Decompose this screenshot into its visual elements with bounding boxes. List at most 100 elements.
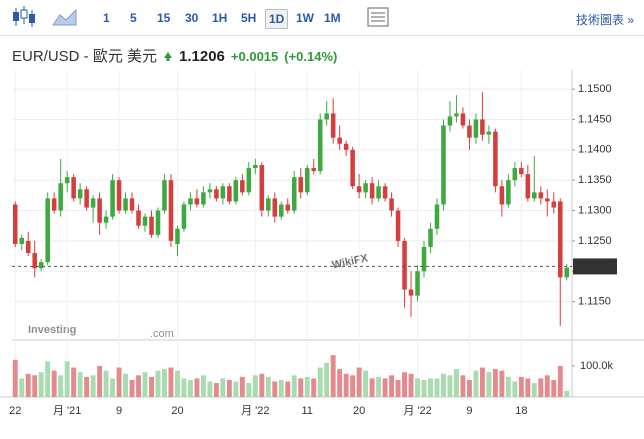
candle-body <box>142 216 148 226</box>
volume-bar <box>363 370 369 397</box>
volume-bar <box>97 366 103 397</box>
candle-body <box>58 183 63 211</box>
candle-body <box>551 201 557 208</box>
interval-button[interactable]: 15 <box>157 11 171 25</box>
volume-bar <box>233 381 239 397</box>
volume-bar <box>265 376 271 397</box>
candle-body <box>227 186 232 202</box>
candle-body <box>168 180 174 241</box>
volume-bar <box>207 381 213 397</box>
y-tick-label: 1.1400 <box>578 144 612 156</box>
volume-bar <box>518 376 524 397</box>
volume-bar <box>110 378 116 397</box>
volume-bar <box>343 373 349 397</box>
x-tick-label: 月 '22 <box>403 405 431 417</box>
volume-bar <box>239 376 245 397</box>
volume-bar <box>272 381 278 397</box>
candle-body <box>311 168 316 172</box>
volume-bar <box>174 370 180 397</box>
candle-body <box>220 186 226 199</box>
candle-body <box>32 253 37 269</box>
x-tick-label: 20 <box>353 405 365 417</box>
x-tick-label: 月 '21 <box>53 405 81 417</box>
volume-bar <box>356 367 362 397</box>
x-tick-label: 11 <box>302 405 313 417</box>
candle-body <box>103 216 109 223</box>
candle-body <box>285 204 291 211</box>
toolbar: 技術圖表 » 1 5 15 30 1H 5H 1D 1W 1M <box>0 0 644 36</box>
interval-button[interactable]: 30 <box>185 11 199 25</box>
volume-bar <box>200 375 206 397</box>
volume-bar <box>395 379 401 397</box>
interval-button[interactable]: 1W <box>296 11 314 25</box>
volume-bar <box>492 369 498 397</box>
volume-bar <box>103 370 109 397</box>
candle-body <box>434 204 440 229</box>
volume-bar <box>525 378 531 397</box>
volume-bar <box>19 378 25 397</box>
volume-tick-label: 100.0k <box>580 360 614 372</box>
candle-body <box>454 113 459 117</box>
volume-bar <box>194 378 200 397</box>
volume-bar <box>252 375 258 397</box>
candle-body <box>493 131 498 187</box>
y-tick-label: 1.1150 <box>578 296 611 308</box>
candle-body <box>363 183 368 193</box>
candle-body <box>298 177 304 193</box>
candle-body <box>12 204 18 244</box>
volume-bar <box>337 369 343 397</box>
interval-button[interactable]: 1 <box>103 11 110 25</box>
volume-bar <box>226 379 232 397</box>
volume-bar <box>142 372 148 397</box>
volume-bar <box>71 367 77 397</box>
volume-bar <box>441 373 446 397</box>
watermark-domain: .com <box>150 328 174 340</box>
candle-body <box>532 192 537 199</box>
candle-body <box>512 168 518 181</box>
volume-bar <box>155 370 161 397</box>
technical-chart-link[interactable]: 技術圖表 » <box>575 13 634 27</box>
candle-body <box>266 198 271 211</box>
volume-bar <box>25 373 31 397</box>
volume-bar <box>51 370 57 397</box>
candle-body <box>525 174 531 199</box>
volume-bar <box>304 376 310 397</box>
volume-bar <box>538 378 544 397</box>
volume-bar <box>551 379 557 397</box>
volume-bar <box>460 375 466 397</box>
candle-body <box>356 186 362 193</box>
header: EUR/USD - 歐元 美元 1.1206 +0.0015 (+0.14%) <box>12 45 337 66</box>
candle-icon[interactable] <box>10 0 50 35</box>
candle-body <box>369 183 375 199</box>
volume-bar <box>466 379 472 397</box>
candle-body <box>51 198 57 211</box>
candle-body <box>38 262 44 269</box>
interval-button[interactable]: 1D <box>265 9 289 29</box>
candle-body <box>395 210 401 241</box>
volume-bar <box>486 372 492 397</box>
volume-bar <box>389 375 395 397</box>
area-icon[interactable] <box>50 0 80 35</box>
candle-body <box>136 210 141 226</box>
interval-button[interactable]: 1M <box>324 11 341 25</box>
candle-body <box>402 240 407 290</box>
y-tick-label: 1.1450 <box>578 113 612 125</box>
volume-bar <box>291 375 297 397</box>
interval-button[interactable]: 5 <box>130 11 137 25</box>
volume-bar <box>149 376 154 397</box>
volume-bar <box>564 390 570 397</box>
volume-bar <box>298 378 304 397</box>
volume-bar <box>499 370 505 397</box>
volume-bar <box>415 378 420 397</box>
candle-body <box>233 180 239 202</box>
interval-button[interactable]: 1H <box>212 11 228 25</box>
volume-bar <box>136 375 141 397</box>
indicator-icon[interactable] <box>365 0 395 35</box>
y-tick-label: 1.1300 <box>578 204 612 216</box>
interval-button[interactable]: 5H <box>241 11 257 25</box>
candle-body <box>291 177 297 211</box>
last-price-box <box>573 258 617 275</box>
volume-bar <box>428 378 433 397</box>
volume-bar <box>246 383 252 397</box>
